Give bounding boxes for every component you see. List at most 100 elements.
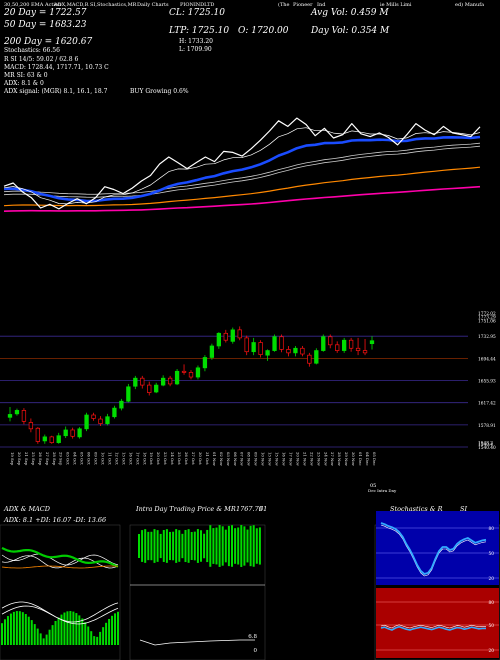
candle-body-33 xyxy=(237,329,242,339)
date-label-45: 24 Nov xyxy=(323,452,328,467)
candle-body-32 xyxy=(230,329,235,342)
macd-histogram-bar-7 xyxy=(21,612,24,645)
intraday-bar-1 xyxy=(141,530,144,562)
candle-body-28 xyxy=(202,357,208,369)
avg-volume: Avg Vol: 0.459 M xyxy=(311,8,389,18)
intraday-bar-15 xyxy=(184,529,187,563)
date-label-48: 29 Nov xyxy=(344,452,349,467)
intraday-value-1: 6.8 xyxy=(248,634,257,640)
date-label-38: 15 Nov xyxy=(275,452,280,467)
intraday-bar-27 xyxy=(221,526,224,566)
macd-histogram-bar-24 xyxy=(72,611,75,645)
price-axis-label-10: 1540.40 xyxy=(478,446,496,451)
ema-20-line xyxy=(3,127,481,205)
macd-histogram-bar-4 xyxy=(12,611,15,645)
ema50-text: 50 Day = 1683.23 xyxy=(4,20,87,30)
date-label-50: 01 Dec xyxy=(358,452,363,465)
intraday-bar-22 xyxy=(206,529,209,563)
macd-text: MACD: 1728.44, 1717.71, 10.73 C xyxy=(4,64,109,71)
stoch-tick-0: 80 xyxy=(489,527,495,532)
date-label-24: 25 Oct xyxy=(177,452,182,465)
candle-body-1 xyxy=(14,410,20,415)
date-label-22: 23 Oct xyxy=(163,452,168,465)
close-price: CL: 1725.10 xyxy=(169,8,225,18)
intraday-bar-25 xyxy=(215,527,218,565)
date-label-40: 17 Nov xyxy=(288,452,293,467)
candle-body-23 xyxy=(167,377,173,385)
intraday-bar-19 xyxy=(196,529,199,563)
candle-body-40 xyxy=(286,349,291,354)
candle-body-37 xyxy=(265,350,270,356)
macd-histogram-bar-39 xyxy=(117,611,119,645)
price-axis-label-3: 1732.95 xyxy=(478,335,496,340)
intraday-bar-14 xyxy=(181,533,184,559)
date-label-46: 27 Nov xyxy=(330,452,335,467)
footer-note-0: 05 xyxy=(370,483,377,489)
intraday-bar-8 xyxy=(162,530,165,562)
date-label-35: 09 Nov xyxy=(254,452,259,467)
date-label-1: 20 Sep xyxy=(17,452,22,466)
candle-body-50 xyxy=(355,347,361,351)
candle-body-16 xyxy=(119,400,124,409)
macd-histogram-bar-26 xyxy=(78,615,81,645)
candle-body-43 xyxy=(307,354,312,364)
candle-body-11 xyxy=(84,414,89,430)
stochastics-text: Stochastics: 66.56 xyxy=(4,47,60,54)
intraday-bar-18 xyxy=(193,531,196,561)
candle-body-48 xyxy=(342,339,347,351)
date-label-26: 27 Oct xyxy=(191,452,196,465)
date-label-8: 03 Oct xyxy=(66,452,71,465)
candle-body-3 xyxy=(28,422,34,430)
macd-histogram-bar-30 xyxy=(90,631,93,645)
macd-histogram-bar-37 xyxy=(111,615,114,645)
candle-body-15 xyxy=(112,407,117,418)
date-label-18: 17 Oct xyxy=(135,452,140,465)
rsi-text: R SI 14/5: 59.02 / 62.8 6 xyxy=(4,56,79,63)
adx-minus-di-line xyxy=(1,555,119,569)
candle-body-46 xyxy=(328,336,333,346)
date-label-31: 03 Nov xyxy=(226,452,231,467)
macd-histogram-bar-31 xyxy=(93,636,96,645)
header-item-9: ed) Manufa xyxy=(455,2,485,8)
adx-panel-values: ADX: 8.1 +DI: 16.07 -DI: 13.66 xyxy=(4,516,107,524)
macd-histogram-bar-33 xyxy=(99,631,102,645)
candle-body-20 xyxy=(147,384,152,393)
header-item-4: PIONINDLTD xyxy=(180,2,215,8)
date-label-44: 23 Nov xyxy=(316,452,321,467)
macd-histogram-bar-15 xyxy=(45,634,48,645)
intraday-bar-39 xyxy=(258,527,261,565)
intraday-bar-26 xyxy=(218,525,221,567)
price-axis-label-6: 1617.42 xyxy=(478,402,496,407)
date-label-37: 13 Nov xyxy=(268,452,273,467)
date-label-6: 28 Sep xyxy=(52,452,57,466)
adx-panel-frame xyxy=(0,524,121,660)
ema200-text: 200 Day = 1620.67 xyxy=(4,37,93,47)
ema20-text: 20 Day = 1722.57 xyxy=(4,8,87,18)
stoch-tick-2: 20 xyxy=(489,577,495,582)
ema-orange-line xyxy=(3,166,481,207)
macd-histogram-bar-38 xyxy=(114,613,117,645)
date-label-9: 04 Oct xyxy=(73,452,78,465)
macd-histogram-bar-22 xyxy=(66,611,69,645)
ema-200-line xyxy=(3,185,481,212)
stoch-panel-title: Stochastics & R xyxy=(390,505,443,513)
candle-body-7 xyxy=(56,435,61,443)
candle-body-36 xyxy=(258,342,263,355)
candle-body-21 xyxy=(154,384,159,393)
stoch-tick-1: 50 xyxy=(489,552,495,557)
intraday-bar-2 xyxy=(144,529,147,563)
header-item-7: Ind xyxy=(317,2,326,8)
candle-body-6 xyxy=(49,436,54,443)
date-label-14: 11 Oct xyxy=(107,452,112,465)
stoch-background xyxy=(376,511,499,585)
macd-histogram-bar-16 xyxy=(48,629,51,645)
intraday-bar-37 xyxy=(252,525,255,567)
date-label-52: 05 Dec xyxy=(372,452,377,465)
macd-histogram-bar-2 xyxy=(6,616,9,645)
intraday-value-2: 0 xyxy=(254,648,258,654)
intraday-bar-31 xyxy=(234,528,237,564)
intraday-bar-13 xyxy=(178,530,181,562)
adx-line xyxy=(1,547,119,568)
candle-body-9 xyxy=(70,429,75,437)
